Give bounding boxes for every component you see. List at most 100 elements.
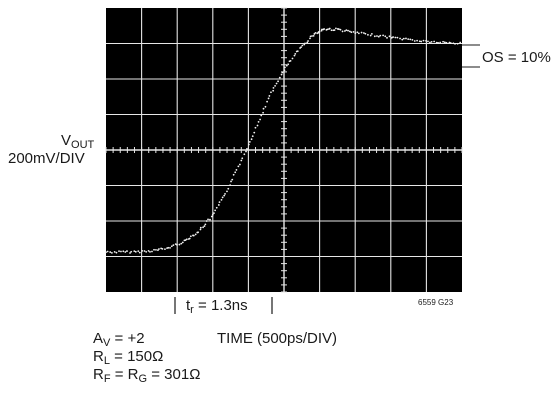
trace-point	[435, 41, 438, 44]
trace-point	[246, 148, 248, 150]
trace-point	[333, 29, 336, 31]
trace-point	[259, 118, 261, 121]
trace-point	[250, 138, 253, 141]
trace-point	[256, 124, 259, 127]
trace-point	[231, 178, 234, 181]
trace-point	[109, 251, 112, 253]
trace-point	[247, 143, 250, 146]
trace-point	[328, 27, 331, 30]
trace-point	[413, 40, 416, 42]
trace-point	[170, 245, 173, 248]
trace-point	[341, 30, 344, 33]
trace-point	[202, 226, 204, 229]
trace-point	[272, 89, 275, 92]
trace-point	[367, 33, 369, 36]
trace-point	[306, 41, 309, 44]
trace-point	[149, 250, 151, 253]
trace-point	[360, 31, 363, 34]
trace-point	[293, 54, 296, 57]
trace-point	[199, 228, 202, 231]
trace-point	[211, 213, 214, 216]
trace-point	[199, 226, 202, 229]
trace-point	[169, 246, 171, 249]
waveform-trace	[105, 27, 462, 254]
trace-point	[232, 173, 235, 176]
trace-point	[427, 40, 429, 43]
trace-point	[309, 35, 312, 38]
trace-point	[240, 159, 243, 162]
trace-point	[326, 28, 329, 31]
trace-point	[210, 215, 213, 218]
trace-point	[176, 243, 178, 246]
trace-point	[141, 249, 144, 252]
trace-point	[373, 35, 376, 38]
trace-point	[248, 141, 251, 143]
trace-point	[137, 250, 140, 253]
trace-point	[138, 251, 141, 254]
trace-point	[230, 180, 232, 183]
trace-point	[180, 242, 183, 245]
y-axis-scale: 200mV/DIV	[8, 150, 85, 167]
trace-point	[262, 111, 264, 114]
trace-point	[126, 250, 128, 252]
trace-point	[289, 59, 292, 62]
trace-point	[402, 37, 405, 40]
trace-point	[181, 241, 184, 244]
trace-point	[280, 73, 283, 76]
trace-point	[443, 41, 446, 44]
rise-time-label: tr = 1.3ns	[186, 297, 248, 316]
trace-point	[189, 235, 192, 238]
overshoot-label: OS = 10%	[482, 49, 551, 66]
figure-id: 6559 G23	[418, 298, 454, 307]
trace-point	[318, 30, 321, 33]
trace-point	[405, 37, 407, 40]
trace-point	[377, 35, 380, 38]
trace-point	[205, 220, 208, 222]
trace-point	[239, 163, 241, 166]
trace-point	[449, 42, 452, 44]
trace-point	[105, 251, 107, 254]
trace-point	[124, 251, 127, 253]
trace-point	[266, 100, 268, 103]
trace-point	[281, 71, 284, 74]
trace-point	[106, 250, 109, 253]
trace-point	[454, 42, 456, 45]
trace-point	[396, 36, 399, 39]
trace-point	[120, 250, 122, 253]
trace-point	[314, 32, 317, 34]
trace-point	[147, 249, 150, 252]
trace-point	[352, 30, 355, 33]
trace-point	[237, 165, 240, 168]
trace-point	[354, 32, 357, 35]
trace-point	[411, 38, 414, 41]
trace-point	[320, 28, 323, 31]
trace-point	[429, 41, 431, 44]
trace-point	[213, 212, 215, 215]
trace-point	[192, 234, 195, 237]
trace-point	[214, 209, 217, 212]
trace-point	[452, 42, 455, 45]
trace-point	[129, 252, 131, 254]
trace-point	[194, 233, 197, 236]
trace-point	[379, 34, 382, 37]
trace-point	[188, 237, 191, 240]
trace-point	[330, 29, 333, 32]
trace-point	[439, 41, 442, 44]
x-axis-label: TIME (500ps/DIV)	[217, 330, 338, 347]
trace-point	[430, 40, 433, 43]
trace-point	[118, 250, 120, 253]
y-axis-label: VOUT	[61, 132, 95, 151]
trace-point	[185, 238, 188, 241]
trace-point	[392, 36, 394, 38]
trace-point	[278, 76, 281, 79]
trace-point	[311, 35, 313, 37]
trace-point	[376, 35, 378, 37]
trace-point	[133, 250, 136, 253]
trace-point	[155, 248, 157, 251]
trace-point	[386, 36, 388, 39]
trace-point	[260, 114, 263, 117]
trace-point	[422, 39, 425, 42]
trace-point	[390, 36, 393, 39]
trace-point	[382, 34, 385, 37]
trace-point	[277, 80, 279, 83]
